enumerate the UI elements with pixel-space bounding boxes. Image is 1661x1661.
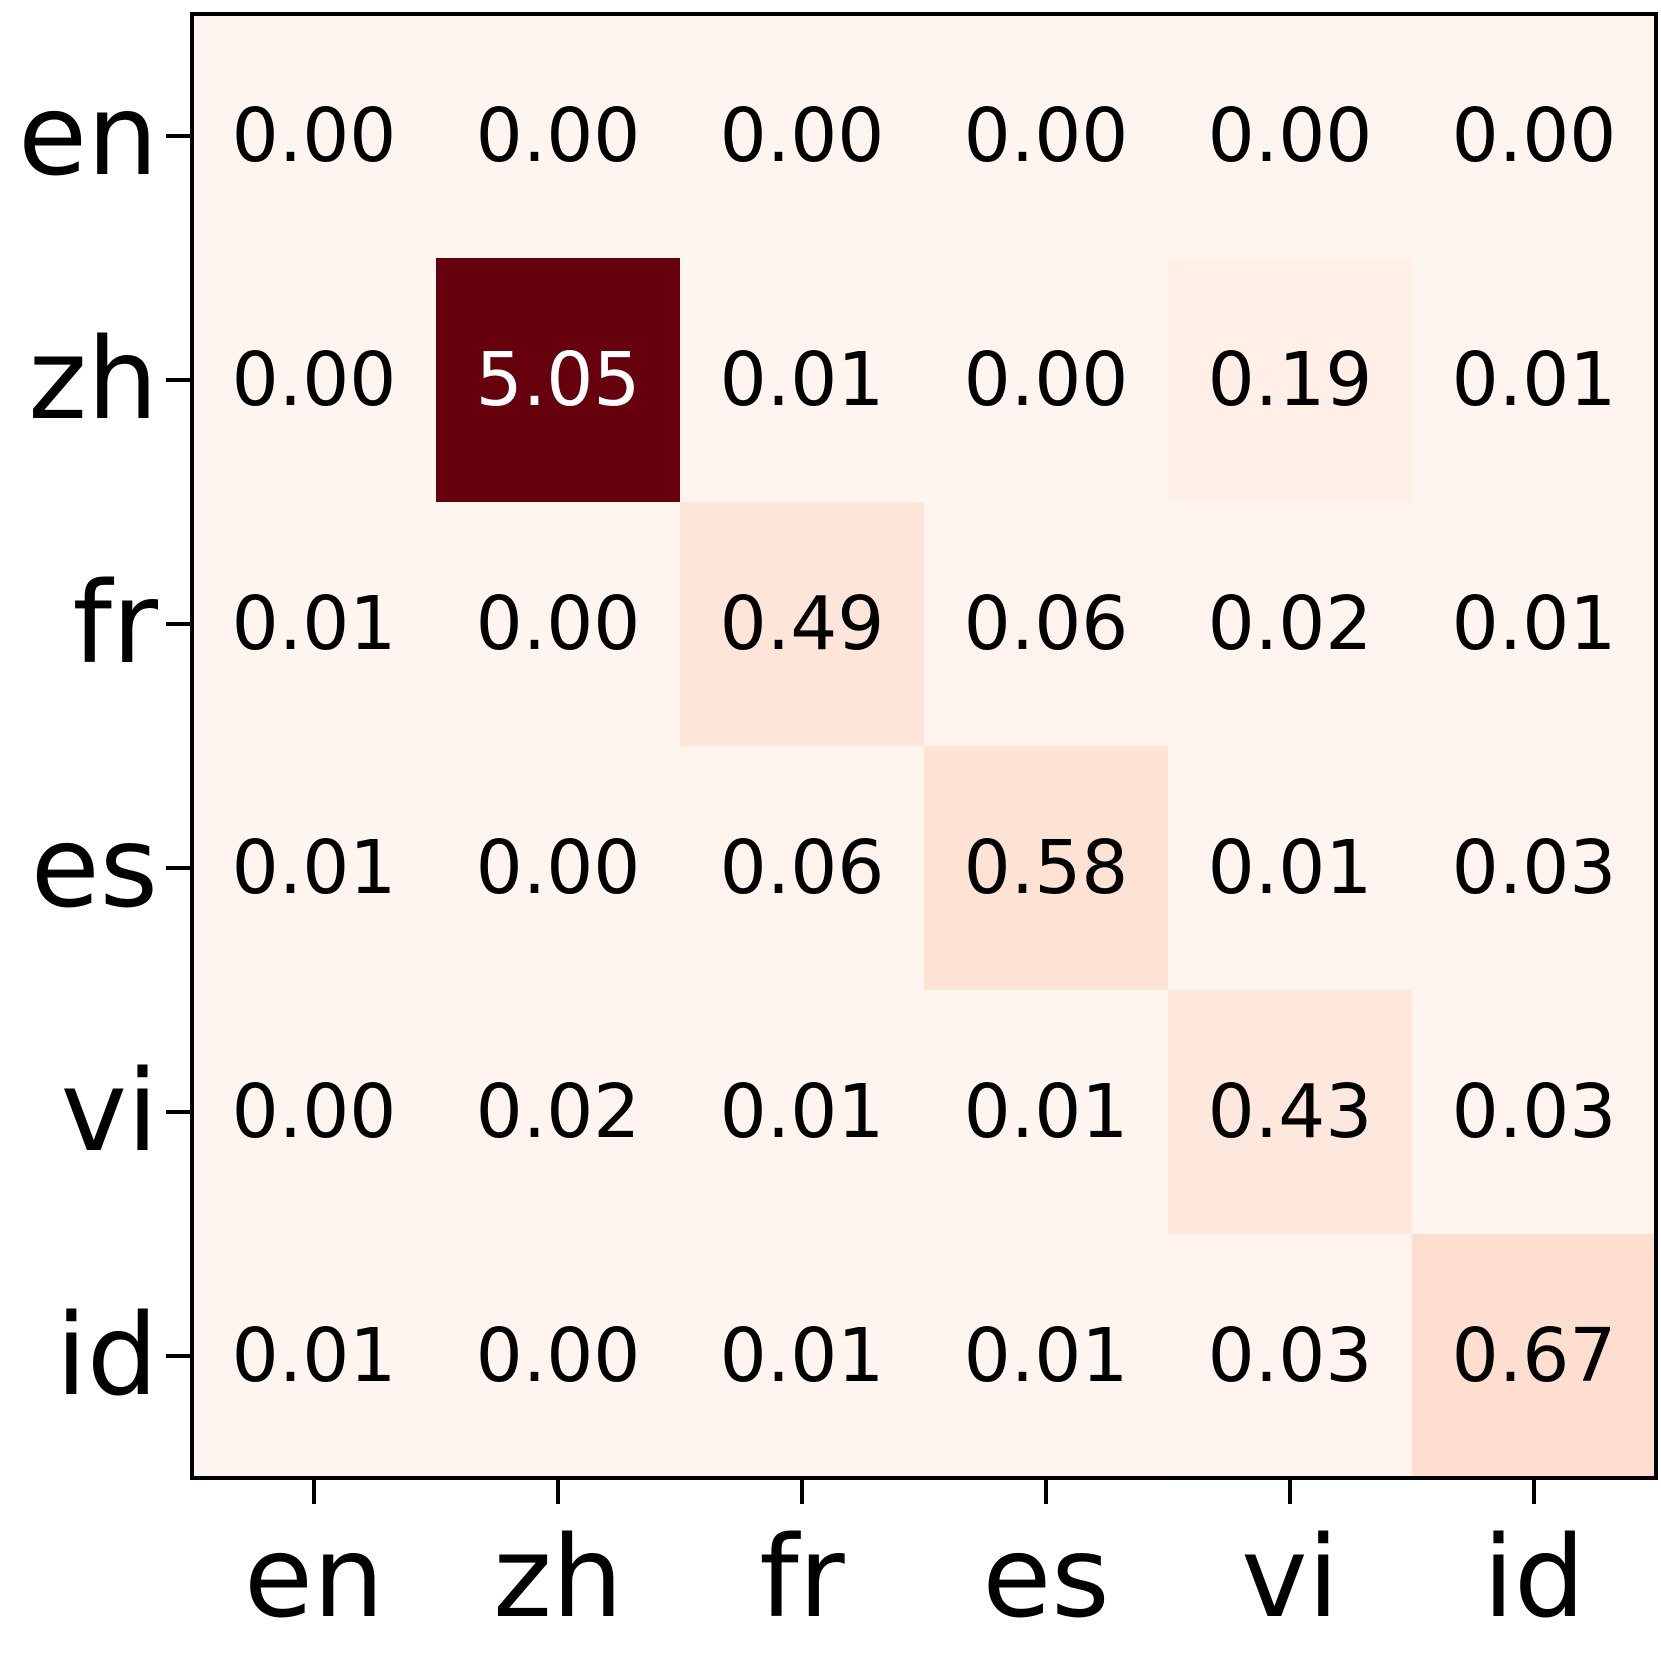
heatmap-cell bbox=[192, 258, 437, 503]
cell-label: 0.00 bbox=[964, 337, 1129, 423]
heatmap-cell bbox=[924, 258, 1169, 503]
y-tick-label: id bbox=[56, 1291, 158, 1421]
heatmap-cell bbox=[924, 502, 1169, 747]
cell-label: 0.01 bbox=[1208, 825, 1373, 911]
cell-label: 0.00 bbox=[232, 93, 397, 179]
x-tick-label: zh bbox=[493, 1513, 623, 1643]
cell-label: 0.02 bbox=[1208, 581, 1373, 667]
heatmap-cell bbox=[1412, 258, 1657, 503]
cell-label: 0.01 bbox=[1452, 337, 1617, 423]
x-tick-label: fr bbox=[759, 1513, 845, 1643]
heatmap-cell bbox=[680, 746, 925, 991]
heatmap-cell bbox=[436, 14, 681, 259]
cell-label: 0.00 bbox=[476, 581, 641, 667]
cell-label: 0.00 bbox=[964, 93, 1129, 179]
heatmap-cell bbox=[924, 14, 1169, 259]
heatmap-cell bbox=[436, 258, 681, 503]
heatmap-cell bbox=[1168, 746, 1413, 991]
heatmap-cell bbox=[1168, 502, 1413, 747]
heatmap-cell bbox=[436, 1234, 681, 1479]
cell-label: 0.02 bbox=[476, 1069, 641, 1155]
cell-label: 0.01 bbox=[232, 581, 397, 667]
heatmap-cell bbox=[924, 1234, 1169, 1479]
heatmap-cell bbox=[436, 502, 681, 747]
x-tick-label: en bbox=[244, 1513, 384, 1643]
cell-label: 0.03 bbox=[1208, 1313, 1373, 1399]
cell-label: 0.06 bbox=[720, 825, 885, 911]
cell-label: 0.01 bbox=[720, 1069, 885, 1155]
cell-label: 0.67 bbox=[1452, 1313, 1617, 1399]
cell-label: 0.00 bbox=[476, 825, 641, 911]
heatmap-cell bbox=[924, 746, 1169, 991]
cell-label: 0.19 bbox=[1208, 337, 1373, 423]
heatmap-cell bbox=[1412, 746, 1657, 991]
x-tick-label: vi bbox=[1241, 1513, 1338, 1643]
cell-label: 0.49 bbox=[720, 581, 885, 667]
heatmap-cell bbox=[1412, 1234, 1657, 1479]
heatmap-cell bbox=[436, 746, 681, 991]
heatmap-cell bbox=[680, 1234, 925, 1479]
heatmap-cell bbox=[192, 746, 437, 991]
y-tick-label: vi bbox=[61, 1047, 158, 1177]
cell-label: 0.00 bbox=[720, 93, 885, 179]
cell-label: 0.00 bbox=[476, 93, 641, 179]
heatmap-cell bbox=[680, 258, 925, 503]
cell-label: 0.01 bbox=[232, 1313, 397, 1399]
cell-label: 0.03 bbox=[1452, 1069, 1617, 1155]
heatmap-cell bbox=[436, 990, 681, 1235]
heatmap-cell bbox=[1168, 14, 1413, 259]
heatmap-cell bbox=[924, 990, 1169, 1235]
cell-label: 0.01 bbox=[1452, 581, 1617, 667]
cell-label: 0.01 bbox=[964, 1313, 1129, 1399]
cell-label: 0.00 bbox=[1208, 93, 1373, 179]
heatmap-cell bbox=[680, 14, 925, 259]
x-tick-label: id bbox=[1483, 1513, 1585, 1643]
heatmap-cell bbox=[680, 990, 925, 1235]
cell-label: 5.05 bbox=[476, 337, 641, 423]
cell-label: 0.58 bbox=[964, 825, 1129, 911]
y-tick-label: en bbox=[18, 71, 158, 201]
cell-label: 0.01 bbox=[720, 1313, 885, 1399]
y-tick-label: fr bbox=[73, 559, 159, 689]
cell-label: 0.00 bbox=[476, 1313, 641, 1399]
heatmap-cell bbox=[192, 502, 437, 747]
cell-label: 0.01 bbox=[720, 337, 885, 423]
x-tick-label: es bbox=[982, 1513, 1109, 1643]
cell-label: 0.00 bbox=[232, 1069, 397, 1155]
heatmap-cell bbox=[192, 990, 437, 1235]
plot-frame bbox=[190, 12, 1658, 1480]
heatmap-cell bbox=[192, 1234, 437, 1479]
heatmap-cell bbox=[1412, 14, 1657, 259]
cell-label: 0.03 bbox=[1452, 825, 1617, 911]
cell-label: 0.01 bbox=[964, 1069, 1129, 1155]
heatmap-cell bbox=[1412, 502, 1657, 747]
heatmap-cell bbox=[1168, 1234, 1413, 1479]
cell-label: 0.06 bbox=[964, 581, 1129, 667]
heatmap-cell bbox=[680, 502, 925, 747]
heatmap-cell bbox=[1168, 990, 1413, 1235]
cell-label: 0.00 bbox=[232, 337, 397, 423]
cell-label: 0.00 bbox=[1452, 93, 1617, 179]
heatmap-cell bbox=[1412, 990, 1657, 1235]
heatmap-cell bbox=[192, 14, 437, 259]
y-tick-label: zh bbox=[28, 315, 158, 445]
cell-label: 0.01 bbox=[232, 825, 397, 911]
cell-label: 0.43 bbox=[1208, 1069, 1373, 1155]
heatmap-cell bbox=[1168, 258, 1413, 503]
y-tick-label: es bbox=[31, 803, 158, 933]
